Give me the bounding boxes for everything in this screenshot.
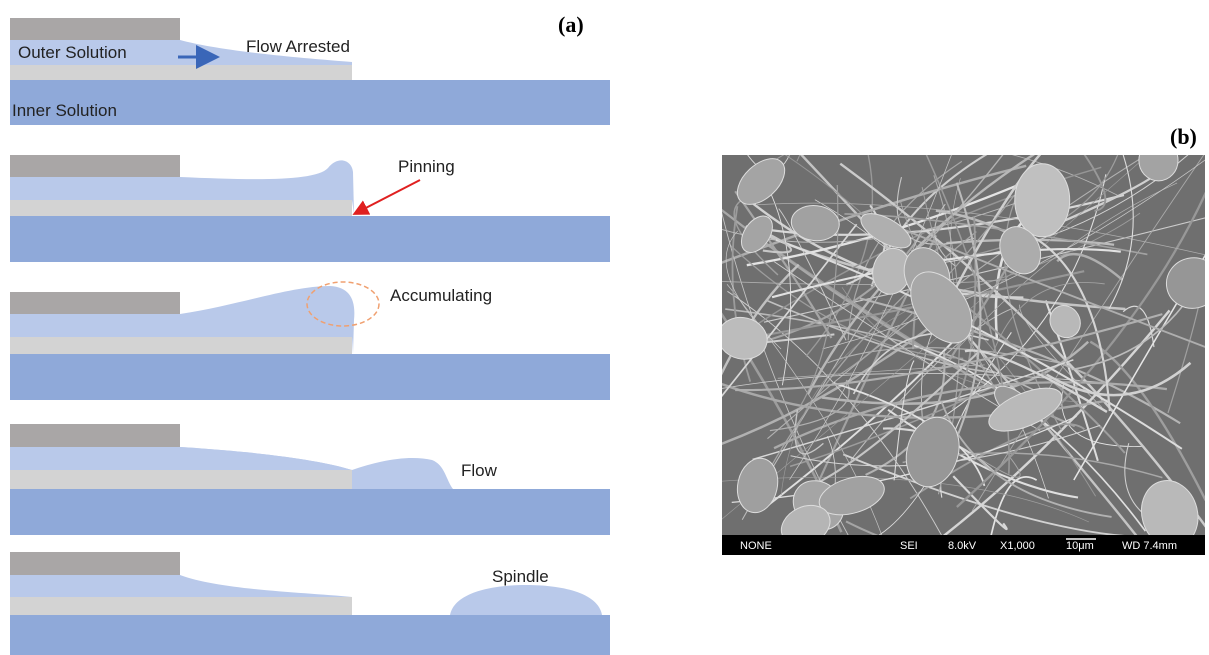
flowing-fluid xyxy=(352,458,453,489)
inner-layer xyxy=(10,615,610,655)
info-text: 10μm xyxy=(1066,540,1094,552)
info-text: 8.0kV xyxy=(948,540,977,552)
outer-layer xyxy=(10,575,352,597)
step-5: Spindle xyxy=(10,552,610,655)
inner-layer xyxy=(10,354,610,400)
substrate xyxy=(10,597,352,615)
label: Inner Solution xyxy=(12,101,117,120)
inner-layer xyxy=(10,216,610,262)
substrate xyxy=(10,337,352,354)
substrate xyxy=(10,470,352,489)
spindle xyxy=(450,585,602,615)
pin-arrow xyxy=(356,180,420,213)
label: Pinning xyxy=(398,157,455,176)
label: Outer Solution xyxy=(18,43,127,62)
nozzle xyxy=(10,552,180,575)
label: Flow Arrested xyxy=(246,37,350,56)
outer-layer xyxy=(10,447,352,470)
step-4: Flow xyxy=(10,424,610,535)
label: Spindle xyxy=(492,567,549,586)
substrate xyxy=(10,199,352,216)
label: Flow xyxy=(461,461,498,480)
step-1: Outer Solution Flow Arrested Inner Solut… xyxy=(10,18,610,125)
panel-label: (b) xyxy=(1170,124,1197,149)
step-3: Accumulating xyxy=(10,282,610,400)
panel-label: (a) xyxy=(558,12,584,37)
label: Accumulating xyxy=(390,286,492,305)
figure: Outer Solution Flow Arrested Inner Solut… xyxy=(0,0,1209,655)
info-text: SEI xyxy=(900,540,918,552)
nozzle xyxy=(10,18,180,40)
sem-image xyxy=(703,136,1209,556)
nozzle xyxy=(10,424,180,447)
bead xyxy=(1015,164,1070,237)
inner-layer xyxy=(10,489,610,535)
info-text: X1,000 xyxy=(1000,540,1035,552)
step-2: Pinning xyxy=(10,155,610,262)
nozzle xyxy=(10,155,180,177)
info-text: NONE xyxy=(740,540,772,552)
nozzle xyxy=(10,292,180,314)
info-text: WD 7.4mm xyxy=(1122,540,1177,552)
